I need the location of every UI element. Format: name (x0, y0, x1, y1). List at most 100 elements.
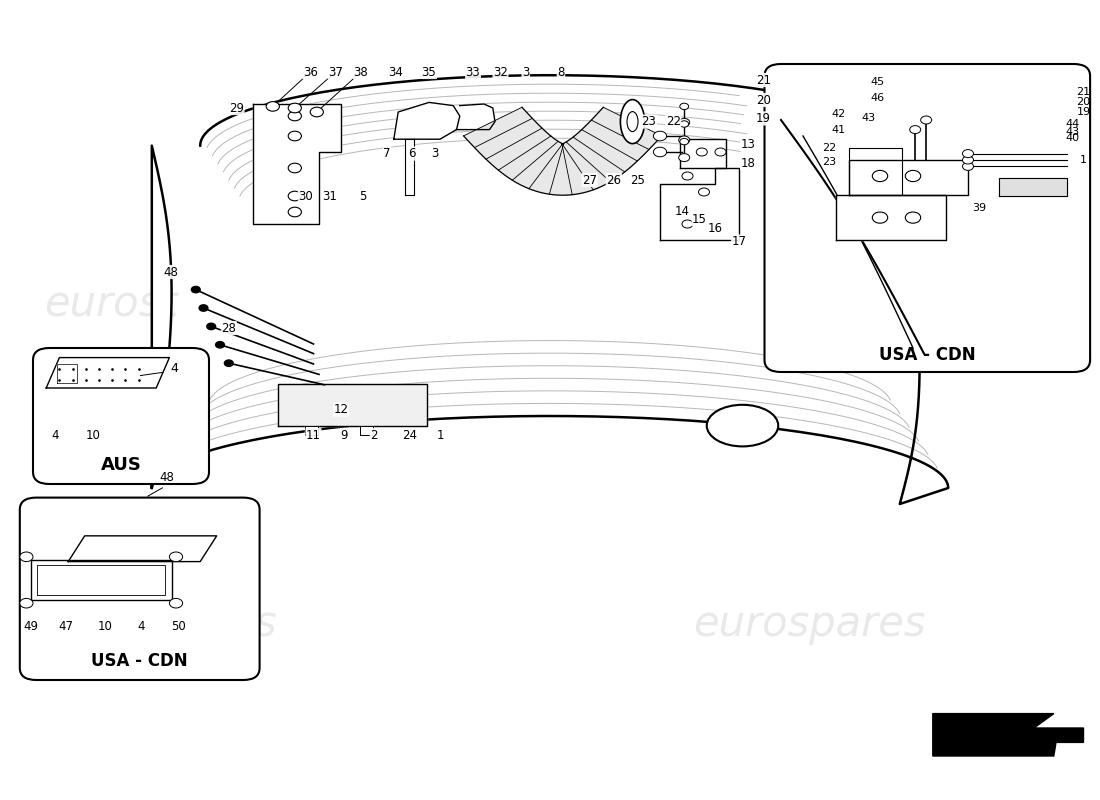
Text: USA - CDN: USA - CDN (879, 346, 976, 364)
Circle shape (872, 212, 888, 223)
Text: 24: 24 (402, 429, 417, 442)
Text: 46: 46 (871, 93, 884, 102)
Text: 17: 17 (732, 235, 747, 248)
Text: 21: 21 (756, 74, 771, 86)
Polygon shape (46, 358, 169, 388)
Text: 49: 49 (23, 620, 38, 633)
Text: 26: 26 (606, 174, 621, 186)
Text: 9: 9 (341, 429, 348, 442)
Circle shape (191, 286, 200, 293)
Polygon shape (660, 168, 739, 240)
Text: 12: 12 (333, 403, 349, 416)
Circle shape (169, 598, 183, 608)
Circle shape (679, 136, 690, 144)
Circle shape (682, 220, 693, 228)
Circle shape (680, 121, 689, 127)
Circle shape (288, 207, 301, 217)
Circle shape (216, 342, 224, 348)
Text: 35: 35 (421, 66, 437, 78)
Polygon shape (999, 178, 1067, 196)
Polygon shape (152, 75, 948, 504)
Circle shape (288, 103, 301, 113)
Polygon shape (849, 148, 902, 195)
Ellipse shape (706, 405, 779, 446)
Circle shape (715, 148, 726, 156)
Text: 19: 19 (756, 112, 771, 125)
Circle shape (207, 323, 216, 330)
Circle shape (698, 188, 710, 196)
Circle shape (680, 103, 689, 110)
Circle shape (696, 148, 707, 156)
Circle shape (20, 598, 33, 608)
Circle shape (962, 150, 974, 158)
Text: 4: 4 (170, 362, 178, 374)
Circle shape (921, 116, 932, 124)
Text: 14: 14 (674, 205, 690, 218)
Text: 4: 4 (138, 620, 144, 633)
Text: 25: 25 (630, 174, 646, 186)
Text: 4: 4 (52, 429, 58, 442)
Circle shape (872, 170, 888, 182)
Circle shape (288, 191, 301, 201)
Text: 48: 48 (160, 471, 175, 484)
Text: 15: 15 (692, 213, 707, 226)
Text: 21: 21 (1077, 87, 1090, 97)
FancyBboxPatch shape (33, 348, 209, 484)
Circle shape (266, 102, 279, 111)
Text: 42: 42 (832, 109, 845, 118)
Polygon shape (31, 560, 172, 600)
Circle shape (20, 552, 33, 562)
Circle shape (288, 111, 301, 121)
Text: 8: 8 (558, 66, 564, 78)
Text: 3: 3 (431, 147, 438, 160)
Circle shape (680, 138, 689, 145)
Circle shape (962, 162, 974, 170)
Circle shape (199, 305, 208, 311)
Polygon shape (68, 536, 217, 562)
Polygon shape (37, 565, 165, 595)
Text: 41: 41 (832, 125, 845, 134)
Text: 33: 33 (465, 66, 481, 78)
Polygon shape (849, 160, 968, 195)
Text: 18: 18 (740, 157, 756, 170)
Circle shape (169, 552, 183, 562)
Text: 39: 39 (972, 203, 986, 213)
Text: 6: 6 (408, 147, 415, 160)
Text: 11: 11 (306, 429, 321, 442)
Circle shape (653, 147, 667, 157)
Text: AUS: AUS (100, 456, 142, 474)
Text: 7: 7 (384, 147, 390, 160)
Polygon shape (253, 104, 341, 224)
Ellipse shape (627, 111, 638, 131)
Text: 37: 37 (328, 66, 343, 78)
Circle shape (679, 154, 690, 162)
Circle shape (288, 131, 301, 141)
Text: eurospares: eurospares (44, 283, 276, 325)
Circle shape (224, 360, 233, 366)
Text: USA - CDN: USA - CDN (91, 653, 188, 670)
Text: 22: 22 (666, 115, 681, 128)
Text: 36: 36 (302, 66, 318, 78)
Text: 29: 29 (229, 102, 244, 114)
Text: 34: 34 (388, 66, 404, 78)
Text: 19: 19 (1077, 107, 1090, 117)
Text: 13: 13 (740, 138, 756, 150)
Polygon shape (933, 714, 1084, 756)
Polygon shape (57, 364, 77, 383)
Circle shape (682, 172, 693, 180)
Text: 28: 28 (221, 322, 236, 334)
Polygon shape (405, 139, 414, 195)
Text: 10: 10 (86, 429, 101, 442)
Text: 5: 5 (360, 190, 366, 203)
FancyBboxPatch shape (20, 498, 260, 680)
Text: eurospares: eurospares (693, 603, 925, 645)
Text: 30: 30 (298, 190, 314, 203)
Circle shape (905, 170, 921, 182)
Polygon shape (456, 104, 495, 130)
Text: 38: 38 (353, 66, 369, 78)
Polygon shape (680, 139, 726, 168)
Circle shape (962, 156, 974, 164)
Text: 22: 22 (823, 143, 836, 153)
Polygon shape (463, 107, 662, 195)
Polygon shape (836, 195, 946, 240)
